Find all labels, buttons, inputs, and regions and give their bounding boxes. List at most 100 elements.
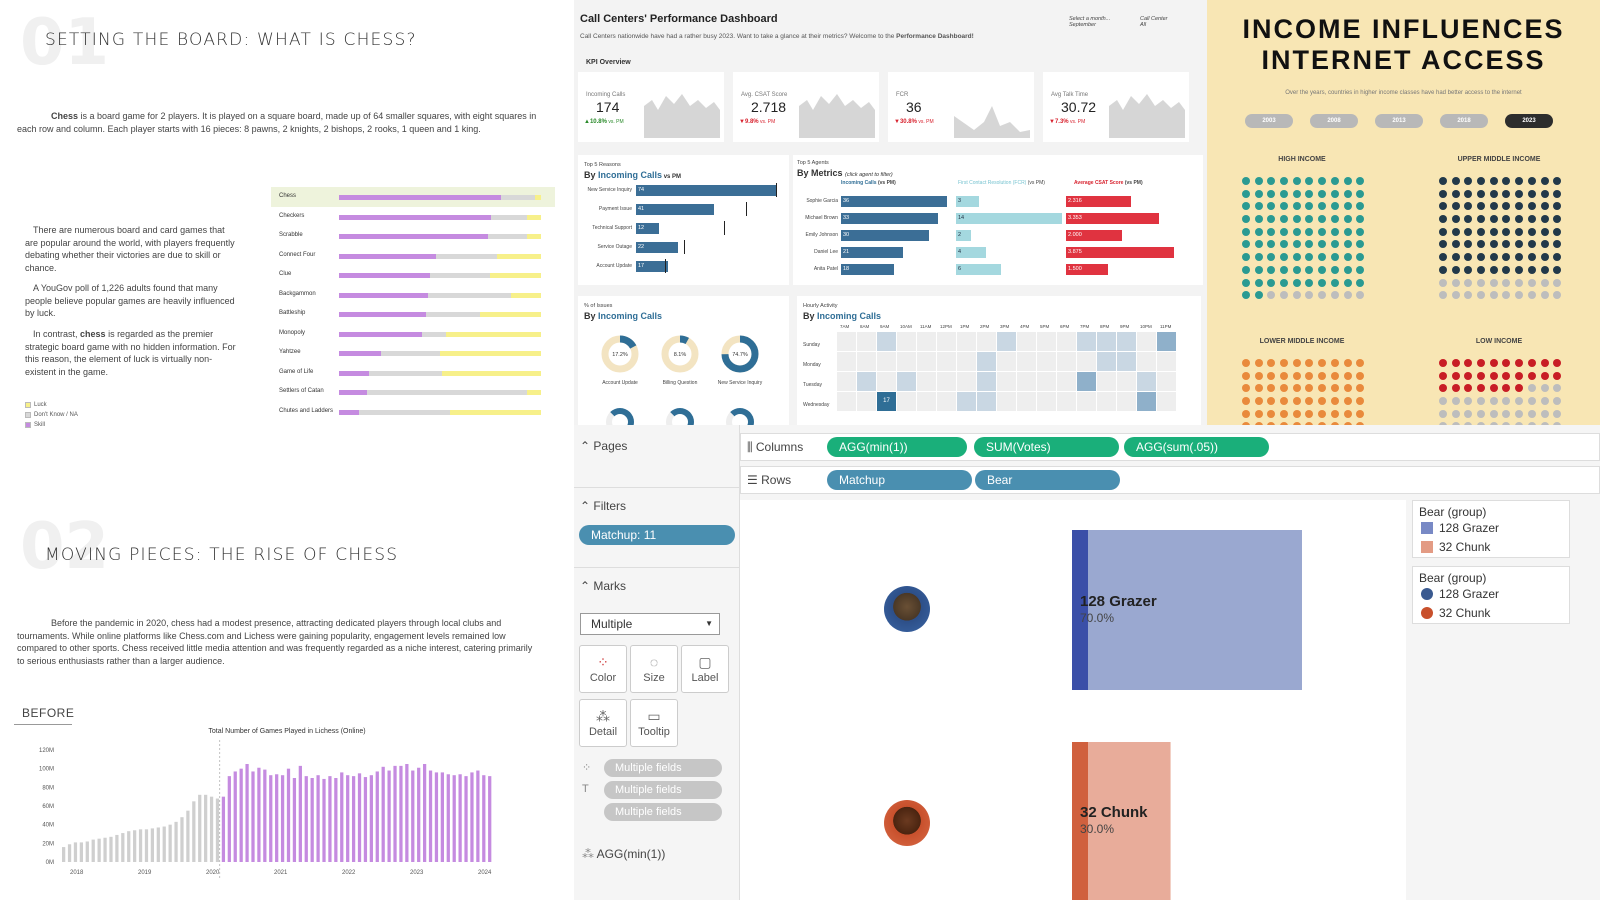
heat-cell[interactable] bbox=[997, 392, 1016, 411]
heat-cell[interactable] bbox=[897, 392, 916, 411]
heat-cell[interactable] bbox=[837, 372, 856, 391]
agent-csat-bar[interactable]: 2.316 bbox=[1066, 196, 1131, 207]
heat-cell[interactable] bbox=[877, 332, 896, 351]
legend-item[interactable]: 128 Grazer bbox=[1421, 521, 1499, 535]
heat-cell[interactable] bbox=[1077, 352, 1096, 371]
heat-cell[interactable] bbox=[1097, 332, 1116, 351]
pages-card[interactable]: ⌃ Pages bbox=[580, 439, 628, 453]
heat-cell[interactable] bbox=[857, 352, 876, 371]
heat-cell[interactable] bbox=[1137, 372, 1156, 391]
heat-cell[interactable] bbox=[1037, 392, 1056, 411]
game-row[interactable]: Connect Four bbox=[271, 246, 555, 266]
shape-legend[interactable]: Bear (group) 128 Grazer 32 Chunk bbox=[1412, 566, 1570, 624]
agent-calls-bar[interactable]: 18 bbox=[841, 264, 894, 275]
heat-cell[interactable] bbox=[1157, 352, 1176, 371]
tooltip-mark-card[interactable]: ▭ Tooltip bbox=[630, 699, 678, 747]
heat-cell[interactable] bbox=[1137, 392, 1156, 411]
agg-field-row[interactable]: ⁂ AGG(min(1)) bbox=[582, 847, 666, 861]
year-button[interactable]: 2008 bbox=[1310, 114, 1358, 128]
heat-cell[interactable] bbox=[997, 352, 1016, 371]
column-pill[interactable]: AGG(min(1)) bbox=[827, 437, 967, 457]
column-pill[interactable]: SUM(Votes) bbox=[974, 437, 1119, 457]
heat-cell[interactable] bbox=[857, 332, 876, 351]
agent-name[interactable]: Sophie Garcia bbox=[806, 198, 838, 204]
agent-calls-bar[interactable]: 30 bbox=[841, 230, 930, 241]
heat-cell[interactable] bbox=[837, 392, 856, 411]
heat-cell[interactable] bbox=[837, 352, 856, 371]
heat-cell[interactable] bbox=[957, 352, 976, 371]
heat-cell[interactable] bbox=[877, 372, 896, 391]
color-legend[interactable]: Bear (group) 128 Grazer 32 Chunk bbox=[1412, 500, 1570, 558]
kpi-card[interactable]: FCR 36 ▼30.8% vs. PM bbox=[888, 72, 1034, 142]
heat-cell[interactable] bbox=[1137, 352, 1156, 371]
heat-cell[interactable] bbox=[937, 372, 956, 391]
reason-bar[interactable]: 22 bbox=[636, 242, 678, 253]
game-row[interactable]: Chutes and Ladders bbox=[271, 402, 555, 422]
heat-cell[interactable] bbox=[937, 392, 956, 411]
heat-cell[interactable] bbox=[857, 372, 876, 391]
heat-cell[interactable] bbox=[977, 392, 996, 411]
year-button[interactable]: 2013 bbox=[1375, 114, 1423, 128]
heat-cell[interactable] bbox=[1037, 372, 1056, 391]
game-row[interactable]: Checkers bbox=[271, 207, 555, 227]
agent-fcr-bar[interactable]: 3 bbox=[956, 196, 979, 207]
heat-cell[interactable] bbox=[977, 352, 996, 371]
heat-cell[interactable] bbox=[877, 352, 896, 371]
legend-item[interactable]: 32 Chunk bbox=[1421, 540, 1490, 554]
row-pill[interactable]: Matchup bbox=[827, 470, 972, 490]
heat-cell[interactable] bbox=[1157, 392, 1176, 411]
multiple-fields-pill[interactable]: Multiple fields bbox=[604, 781, 722, 799]
heat-cell[interactable] bbox=[957, 372, 976, 391]
filter-pill[interactable]: Matchup: 11 bbox=[579, 525, 735, 545]
heat-cell[interactable] bbox=[1137, 332, 1156, 351]
reason-bar[interactable]: 41 bbox=[636, 204, 714, 215]
row-pill[interactable]: Bear bbox=[975, 470, 1120, 490]
heat-cell[interactable] bbox=[837, 332, 856, 351]
agent-calls-bar[interactable]: 36 bbox=[841, 196, 947, 207]
agent-fcr-bar[interactable]: 14 bbox=[956, 213, 1062, 224]
heat-cell[interactable] bbox=[1097, 352, 1116, 371]
heat-cell[interactable] bbox=[1077, 372, 1096, 391]
agent-fcr-bar[interactable]: 2 bbox=[956, 230, 972, 241]
game-row[interactable]: Clue bbox=[271, 265, 555, 285]
kpi-card[interactable]: Avg Talk Time 30.72 ▼7.3% vs. PM bbox=[1043, 72, 1189, 142]
heat-cell[interactable] bbox=[917, 372, 936, 391]
month-filter[interactable]: Select a month... September bbox=[1069, 16, 1111, 28]
heat-cell[interactable] bbox=[1017, 332, 1036, 351]
heat-cell[interactable] bbox=[897, 332, 916, 351]
multiple-fields-pill[interactable]: Multiple fields bbox=[604, 759, 722, 777]
year-button[interactable]: 2018 bbox=[1440, 114, 1488, 128]
agent-calls-bar[interactable]: 33 bbox=[841, 213, 939, 224]
year-button[interactable]: 2003 bbox=[1245, 114, 1293, 128]
agent-csat-bar[interactable]: 1.500 bbox=[1066, 264, 1108, 275]
kpi-card[interactable]: Incoming Calls 174 ▲10.8% vs. PM bbox=[578, 72, 724, 142]
agent-csat-bar[interactable]: 2.000 bbox=[1066, 230, 1122, 241]
legend-item[interactable]: 128 Grazer bbox=[1421, 587, 1499, 601]
agent-csat-bar[interactable]: 3.353 bbox=[1066, 213, 1160, 224]
game-row[interactable]: Yahtzee bbox=[271, 343, 555, 363]
heat-cell[interactable] bbox=[977, 332, 996, 351]
reason-bar[interactable]: 12 bbox=[636, 223, 659, 234]
agent-name[interactable]: Anita Patel bbox=[813, 266, 838, 272]
game-row[interactable]: Monopoly bbox=[271, 324, 555, 344]
heat-cell[interactable] bbox=[997, 332, 1016, 351]
game-row[interactable]: Chess bbox=[271, 187, 555, 207]
legend-item[interactable]: 32 Chunk bbox=[1421, 606, 1490, 620]
center-filter[interactable]: Call Center All bbox=[1140, 16, 1168, 28]
heat-cell[interactable] bbox=[1157, 332, 1176, 351]
agent-name[interactable]: Emily Johnson bbox=[805, 232, 838, 238]
heat-cell[interactable] bbox=[1117, 332, 1136, 351]
heat-cell[interactable] bbox=[1057, 332, 1076, 351]
heat-cell[interactable] bbox=[1077, 392, 1096, 411]
heat-cell[interactable] bbox=[1117, 352, 1136, 371]
game-row[interactable]: Scrabble bbox=[271, 226, 555, 246]
column-pill[interactable]: AGG(sum(.05)) bbox=[1124, 437, 1269, 457]
reason-bar[interactable]: 74 bbox=[636, 185, 776, 196]
agent-csat-bar[interactable]: 3.875 bbox=[1066, 247, 1174, 258]
mark-type-dropdown[interactable]: Multiple ▼ bbox=[580, 613, 720, 635]
agent-name[interactable]: Daniel Lee bbox=[814, 249, 838, 255]
heat-cell[interactable] bbox=[1017, 372, 1036, 391]
size-mark-card[interactable]: ◌ Size bbox=[630, 645, 678, 693]
agent-fcr-bar[interactable]: 6 bbox=[956, 264, 1002, 275]
heat-cell[interactable] bbox=[917, 332, 936, 351]
